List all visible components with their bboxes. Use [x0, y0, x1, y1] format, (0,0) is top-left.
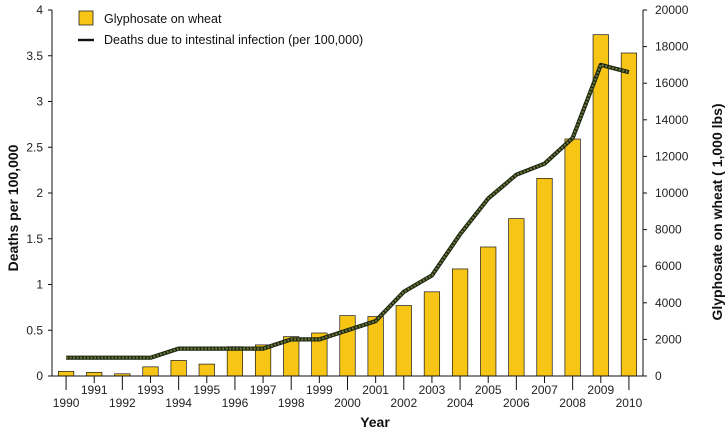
- tick-labels: 0 0.5 1 1.5 2 2.5 3 3.5 4 0 2000 4000 6000 8000 10000 1…: [26, 3, 688, 410]
- bar-2000: [339, 315, 356, 377]
- left-tick-label: 2.5: [26, 140, 43, 154]
- right-tick-label: 8000: [655, 223, 682, 237]
- right-tick-label: 6000: [655, 259, 682, 273]
- x-axis-title: Year: [360, 414, 390, 430]
- glyphosate-bars: [57, 34, 638, 377]
- x-tick-label: 1994: [165, 396, 192, 410]
- x-tick-label: 1997: [250, 383, 277, 397]
- bar-1996: [226, 346, 244, 377]
- left-tick-label: 1: [36, 278, 43, 292]
- right-tick-label: 20000: [655, 3, 689, 17]
- right-tick-label: 0: [655, 369, 662, 383]
- x-tick-label: 1993: [137, 383, 164, 397]
- bar-2009: [592, 34, 609, 377]
- right-tick-label: 12000: [655, 149, 689, 163]
- x-tick-label: 2002: [390, 396, 417, 410]
- x-tick-label: 2006: [503, 396, 530, 410]
- right-tick-label: 16000: [655, 76, 689, 90]
- right-tick-label: 14000: [655, 113, 689, 127]
- bar-1994: [170, 360, 187, 377]
- x-tick-label: 1990: [53, 396, 80, 410]
- bar-2006: [508, 218, 525, 377]
- bar-1995: [198, 363, 215, 377]
- bar-1993: [142, 366, 159, 377]
- legend: Glyphosate on wheat Deaths due to intest…: [78, 10, 363, 47]
- deaths-line-series: [66, 62, 630, 360]
- x-tick-label: 2005: [475, 383, 502, 397]
- x-tick-label: 1996: [222, 396, 249, 410]
- x-tick-label: 2000: [334, 396, 361, 410]
- bar-2004: [451, 268, 469, 377]
- x-tick-label: 1999: [306, 383, 333, 397]
- x-tick-label: 2004: [447, 396, 474, 410]
- x-tick-label: 2003: [419, 383, 446, 397]
- x-tick-label: 2008: [559, 396, 586, 410]
- right-tick-label: 4000: [655, 296, 682, 310]
- x-tick-label: 1991: [81, 383, 108, 397]
- legend-label-deaths: Deaths due to intestinal infection (per …: [104, 33, 363, 47]
- left-tick-label: 3.5: [26, 49, 43, 63]
- x-tick-label: 2010: [616, 396, 643, 410]
- left-tick-label: 3: [36, 95, 43, 109]
- x-tick-label: 2007: [531, 383, 558, 397]
- left-tick-label: 0.5: [26, 323, 43, 337]
- right-tick-label: 2000: [655, 332, 682, 346]
- bar-2010: [620, 52, 638, 377]
- legend-label-glyphosate: Glyphosate on wheat: [104, 12, 222, 26]
- bar-2001: [367, 316, 384, 377]
- x-tick-label: 2001: [362, 383, 389, 397]
- bar-2003: [423, 291, 441, 377]
- left-tick-label: 0: [36, 369, 43, 383]
- x-tick-label: 1992: [109, 396, 136, 410]
- legend-swatch-glyphosate: [78, 10, 94, 26]
- x-tick-label: 2009: [587, 383, 614, 397]
- left-tick-label: 2: [36, 186, 43, 200]
- bar-1991: [86, 371, 103, 377]
- bar-2002: [395, 305, 412, 377]
- left-axis-title: Deaths per 100,000: [5, 144, 21, 271]
- x-tick-label: 1995: [193, 383, 220, 397]
- right-tick-label: 18000: [655, 40, 689, 54]
- deaths-line: [66, 63, 630, 359]
- x-tick-label: 1998: [278, 396, 305, 410]
- left-tick-label: 1.5: [26, 232, 43, 246]
- bar-1990: [57, 371, 75, 377]
- bar-2007: [536, 178, 553, 377]
- bar-2008: [564, 138, 581, 377]
- axes: [48, 9, 647, 390]
- bar-2005: [480, 246, 497, 377]
- left-tick-label: 4: [36, 3, 43, 17]
- right-tick-label: 10000: [655, 186, 689, 200]
- right-axis-title: Glyphosate on wheat ( 1,000 lbs): [709, 103, 725, 320]
